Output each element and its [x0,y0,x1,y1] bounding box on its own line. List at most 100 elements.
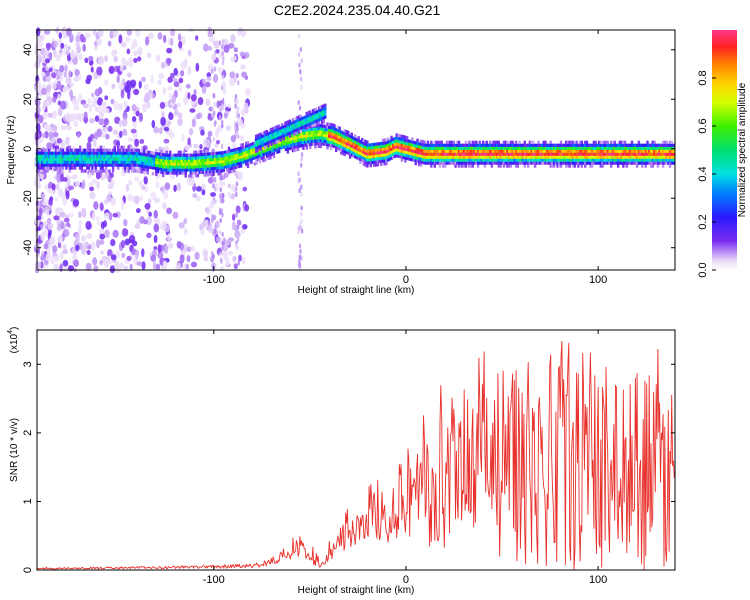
ridge-cell [155,172,158,176]
ridge-cell [653,155,656,159]
ridge-cell [594,149,597,153]
ridge-cell [108,154,111,158]
noise-cell [136,56,142,62]
ridge-cell [435,143,438,147]
ridge-cell [66,154,70,158]
ridge-cell [322,142,326,146]
ridge-branch-cell [274,134,278,138]
ridge-cell [60,154,63,158]
ridge-cell [85,157,89,161]
ridge-cell [58,160,61,164]
ridge-cell [115,160,118,164]
noise-cell [126,72,132,78]
ridge-cell [423,161,426,165]
ridge-cell [347,145,350,149]
ridge-branch-cell [284,124,287,128]
ridge-cell [518,161,521,165]
ridge-cell [77,163,80,167]
ridge-cell [317,144,321,148]
ridge-cell [72,160,75,164]
ridge-cell [632,152,635,156]
ridge-branch-cell [319,105,322,109]
streak-cell [236,174,239,180]
ridge-cell [101,157,104,161]
ridge-cell [350,147,353,151]
ridge-cell [497,149,500,153]
ridge-cell [160,158,163,163]
ridge-cell [231,154,234,158]
ridge-cell [431,161,435,165]
noise-cell [78,53,83,60]
noise-cell [116,140,121,148]
ridge-cell [513,143,516,147]
ridge-cell [345,141,348,146]
ridge-cell [478,149,481,153]
ridge-cell [635,158,639,162]
y-tick-label: 0 [22,146,34,152]
ridge-cell [419,148,423,152]
ridge-cell [182,156,186,160]
ridge-cell [635,152,639,156]
snr-scale-text: (x104) [7,327,20,354]
ridge-cell [68,151,72,155]
ridge-cell [127,154,130,158]
streak-cell [218,40,222,46]
ridge-cell [411,158,414,162]
ridge-cell [87,163,91,167]
ridge-cell [577,146,580,150]
ridge-cell [98,154,101,158]
ridge-cell [634,161,637,165]
ridge-cell [367,155,371,159]
ridge-cell [660,161,663,165]
ridge-cell [130,148,134,152]
ridge-cell [665,155,668,159]
ridge-cell [537,143,540,147]
ridge-cell [156,167,160,171]
ridge-cell [220,166,224,170]
ridge-cell [82,160,85,164]
ridge-cell [371,154,374,159]
ridge-cell [580,164,583,168]
streak-cell [221,43,224,49]
ridge-cell [265,154,269,158]
noise-cell [104,95,109,101]
ridge-cell [110,151,113,155]
ridge-cell [167,168,170,172]
ridge-cell [104,154,108,158]
ridge-cell [610,149,613,153]
ridge-cell [549,158,552,162]
ridge-cell [641,146,644,150]
ridge-cell [514,164,518,168]
ridge-cell [122,148,125,152]
ridge-cell [575,149,578,153]
ridge-cell [454,152,457,156]
ridge-branch-cell [288,134,292,138]
ridge-cell [68,160,72,164]
ridge-cell [196,153,200,157]
ridge-cell [165,165,168,169]
ridge-cell [65,166,68,170]
ridge-branch-cell [297,124,301,128]
ridge-cell [340,136,343,140]
ridge-branch-cell [324,112,327,116]
ridge-cell [219,160,222,164]
ridge-cell [407,151,411,155]
noise-cell [230,33,236,43]
ridge-cell [625,143,628,147]
ridge-cell [523,143,526,147]
ridge-cell [347,139,350,143]
ridge-cell [476,149,480,153]
ridge-cell [248,143,251,147]
ridge-cell [487,152,490,156]
ridge-cell [540,161,544,165]
ridge-branch-cell [322,119,325,123]
noise-cell [69,51,76,60]
ridge-cell [672,155,675,159]
ridge-cell [461,149,464,153]
ridge-cell [148,159,151,163]
ridge-cell [513,155,516,159]
ridge-branch-cell [279,138,282,142]
noise-cell [37,36,42,45]
ridge-cell [613,146,616,150]
ridge-cell [49,157,53,161]
